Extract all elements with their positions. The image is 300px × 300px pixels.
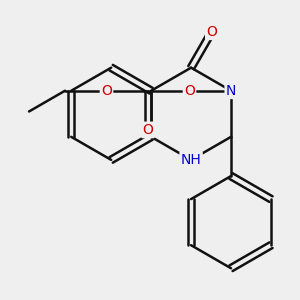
Text: NH: NH <box>181 153 201 167</box>
Text: O: O <box>184 84 195 98</box>
Text: O: O <box>206 25 217 39</box>
Text: O: O <box>101 84 112 98</box>
Text: O: O <box>142 123 153 137</box>
Text: N: N <box>226 84 236 98</box>
